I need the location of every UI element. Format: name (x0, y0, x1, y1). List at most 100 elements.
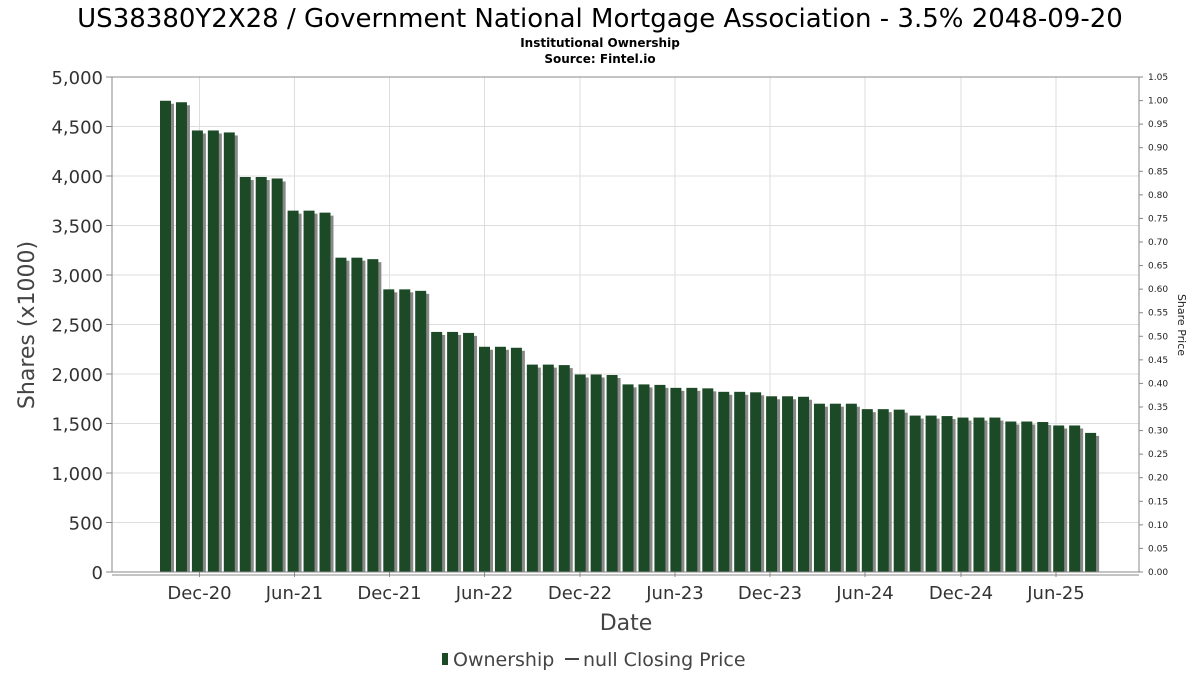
legend-ownership-swatch (442, 653, 448, 665)
y2-tick-label: 0.35 (1148, 403, 1168, 413)
ownership-bar (813, 403, 825, 572)
x-tick-label: Dec-24 (929, 583, 993, 604)
ownership-bar (1053, 425, 1065, 572)
y-tick-label: 500 (69, 514, 103, 535)
y2-tick-label: 0.85 (1148, 167, 1168, 177)
ownership-bar (271, 178, 283, 572)
ownership-bar (239, 176, 251, 573)
ownership-bar (367, 259, 379, 572)
x-tick-label: Jun-23 (645, 583, 704, 604)
ownership-bar (734, 391, 746, 572)
ownership-bar (766, 396, 778, 572)
y2-tick-label: 1.05 (1148, 73, 1168, 83)
y-tick-label: 4,500 (51, 118, 103, 139)
ownership-bar (622, 384, 634, 572)
ownership-bar (160, 100, 171, 572)
ownership-bar (925, 415, 937, 572)
legend-price-label: null Closing Price (583, 649, 746, 671)
ownership-bar (718, 391, 730, 572)
y-tick-label: 0 (92, 563, 103, 584)
ownership-bar (574, 374, 586, 572)
y2-tick-label: 0.75 (1148, 214, 1168, 224)
y2-tick-label: 0.25 (1148, 450, 1168, 460)
ownership-bar (590, 374, 602, 572)
y2-tick-label: 0.40 (1148, 379, 1168, 389)
y-tick-label: 1,500 (51, 415, 103, 436)
ownership-bar (255, 176, 267, 573)
ownership-bar (654, 384, 666, 572)
ownership-bar (989, 417, 1001, 572)
y2-tick-label: 0.70 (1148, 238, 1168, 248)
y2-tick-label: 0.60 (1148, 285, 1168, 295)
ownership-bar (845, 403, 857, 572)
ownership-bar (670, 387, 682, 572)
y2-axis-label: Share Price (1175, 294, 1188, 356)
ownership-bar (782, 396, 794, 572)
x-tick-label: Dec-23 (738, 583, 802, 604)
ownership-bar (638, 384, 650, 572)
chart-title: US38380Y2X28 / Government National Mortg… (77, 4, 1123, 34)
x-tick-label: Jun-21 (265, 583, 324, 604)
y-tick-label: 2,000 (51, 365, 103, 386)
x-tick-label: Dec-22 (548, 583, 612, 604)
ownership-bar (686, 387, 698, 572)
ownership-bar (494, 346, 506, 572)
y2-tick-label: 0.95 (1148, 120, 1168, 130)
ownership-bar (558, 365, 570, 572)
ownership-bar (479, 346, 490, 572)
y2-tick-label: 0.80 (1148, 191, 1168, 201)
ownership-bar (798, 396, 809, 572)
chart-subtitle: Institutional Ownership (520, 36, 680, 50)
ownership-bar (463, 332, 475, 572)
ownership-bar (526, 364, 538, 572)
ownership-bar (861, 409, 873, 572)
ownership-bar (207, 130, 219, 572)
y2-tick-label: 0.55 (1148, 309, 1168, 319)
y-axis-label: Shares (x1000) (15, 241, 40, 409)
ownership-bar (606, 374, 618, 572)
x-tick-label: Dec-20 (167, 583, 231, 604)
y2-tick-label: 0.20 (1148, 474, 1168, 484)
legend-ownership-label: Ownership (453, 649, 554, 671)
ownership-bar (909, 415, 921, 572)
x-tick-label: Jun-22 (455, 583, 514, 604)
y2-axis-ticks: 0.00 0.05 0.10 0.15 0.20 0.25 0.30 0.35 0.40 0.45… (1139, 73, 1168, 578)
ownership-bar (383, 289, 395, 572)
bar-series (160, 100, 1100, 573)
y-tick-label: 1,000 (51, 464, 103, 485)
ownership-bar (1085, 432, 1097, 572)
y2-tick-label: 0.10 (1148, 521, 1168, 531)
y2-tick-label: 0.05 (1148, 544, 1168, 554)
ownership-bar (1069, 425, 1081, 572)
y2-tick-label: 0.90 (1148, 144, 1168, 154)
y2-tick-label: 0.45 (1148, 356, 1168, 366)
y2-tick-label: 0.15 (1148, 497, 1168, 507)
ownership-bar (750, 392, 762, 572)
ownership-bar (542, 364, 554, 572)
ownership-bar (191, 130, 203, 572)
y-tick-label: 5,000 (51, 68, 103, 89)
ownership-bar (829, 403, 841, 572)
ownership-bar (1005, 421, 1017, 572)
ownership-bar (957, 417, 969, 572)
x-tick-label: Jun-25 (1026, 583, 1085, 604)
ownership-bar (1021, 421, 1033, 572)
y2-tick-label: 0.00 (1148, 568, 1168, 578)
ownership-bar (287, 210, 299, 572)
y2-tick-label: 0.65 (1148, 262, 1168, 272)
ownership-bar (510, 347, 522, 572)
ownership-bar (319, 212, 331, 572)
y-tick-label: 3,500 (51, 217, 103, 238)
x-axis-ticks: Dec-20 Jun-21 Dec-21 Jun-22 Dec-22 Jun-23 Dec-… (112, 572, 1139, 604)
y-tick-label: 2,500 (51, 316, 103, 337)
ownership-bar (431, 331, 443, 572)
ownership-bar (973, 417, 985, 572)
ownership-bar (399, 289, 411, 572)
ownership-bar (877, 409, 889, 572)
ownership-bar (415, 290, 427, 572)
y2-tick-label: 0.50 (1148, 332, 1168, 342)
chart-source: Source: Fintel.io (544, 52, 655, 66)
x-tick-label: Dec-21 (357, 583, 421, 604)
ownership-bar (893, 409, 905, 572)
